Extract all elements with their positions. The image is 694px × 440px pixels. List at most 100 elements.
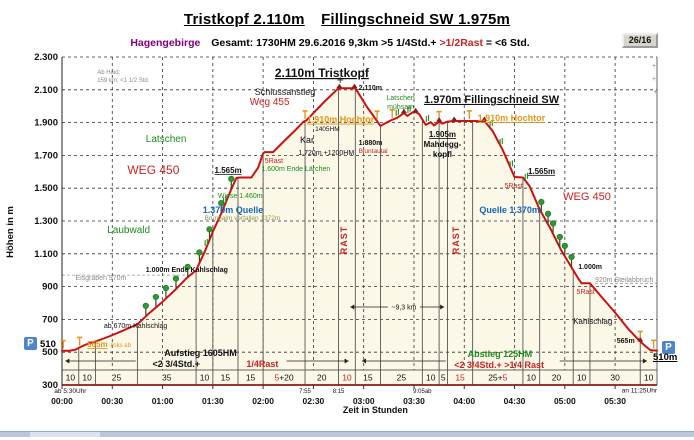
svg-text:02:00: 02:00 bbox=[252, 396, 274, 406]
chart-annotation: 1.880m bbox=[359, 140, 383, 147]
svg-text:1.900: 1.900 bbox=[34, 118, 58, 129]
chart-annotation: 1.000m Ende Kahlschlag bbox=[146, 267, 228, 274]
svg-text:9:05ab: 9:05ab bbox=[413, 389, 432, 395]
chart-annotation: + bbox=[652, 76, 656, 83]
svg-text:700: 700 bbox=[42, 314, 58, 325]
waypoint-flags bbox=[60, 109, 657, 349]
chart-annotation: links ab bbox=[111, 343, 132, 349]
chart-annotation: 1.565m bbox=[215, 166, 242, 175]
svg-text:20: 20 bbox=[552, 373, 562, 383]
svg-text:05:00: 05:00 bbox=[554, 396, 576, 406]
chart-annotation: Quelle 1.370m bbox=[479, 205, 540, 215]
span-arrows bbox=[65, 358, 647, 364]
chart-annotation: 1.000m bbox=[578, 264, 602, 271]
chart-annotation: 1.910m Hochtor bbox=[307, 115, 375, 125]
chart-annotation: Brunnalm verfallen 1372m bbox=[204, 215, 280, 222]
chart-annotation: 565m bbox=[617, 338, 635, 345]
chart-annotation: 1.565m bbox=[528, 167, 555, 176]
km-span: ~9,3 km bbox=[350, 304, 445, 312]
chart-annotation: 1/4Rast bbox=[246, 359, 278, 369]
latschen-ticks bbox=[204, 105, 529, 247]
svg-text:10: 10 bbox=[200, 373, 210, 383]
svg-text:5+20: 5+20 bbox=[274, 373, 293, 383]
chart-annotation: Kahlschlag bbox=[573, 317, 612, 326]
chart-annotation: <2 3/4Std.+ >1/4 Rast bbox=[454, 360, 544, 370]
svg-text:10: 10 bbox=[82, 373, 92, 383]
svg-text:02:30: 02:30 bbox=[303, 396, 325, 406]
segment-minutes: 10 10 25 35 10 15 15 5+20 20 10 15 25 10 5 15 25+5 10 20 1… bbox=[66, 373, 654, 383]
svg-text:500: 500 bbox=[42, 347, 58, 358]
chart-annotation: Bluntautal bbox=[359, 148, 388, 155]
svg-text:1.100: 1.100 bbox=[34, 249, 58, 260]
parking-icon-left: P bbox=[24, 337, 37, 350]
parking-elevation-right: 510m bbox=[653, 352, 678, 363]
title-part-1: Tristkopf 2.110m bbox=[183, 11, 305, 28]
peak-markers bbox=[336, 83, 644, 342]
svg-text:10: 10 bbox=[342, 373, 352, 383]
svg-text:~9,3 km: ~9,3 km bbox=[391, 305, 416, 312]
chart-annotation: WEG 450 bbox=[127, 163, 179, 177]
chart-annotation: 5Rast bbox=[577, 289, 595, 296]
svg-text:10: 10 bbox=[66, 373, 76, 383]
summary-text: Gesamt: 1730HM 29.6.2016 9,3km >5 1/4Std… bbox=[211, 37, 440, 49]
parking-icon-right: P bbox=[662, 341, 675, 354]
chart-annotation: 2.110m bbox=[359, 85, 382, 92]
svg-text:01:00: 01:00 bbox=[152, 396, 174, 406]
summary-rast: >1/2Rast bbox=[439, 37, 483, 49]
svg-text:RAST: RAST bbox=[451, 226, 461, 255]
parking-elevation-left: 510 bbox=[40, 339, 56, 350]
svg-text:15: 15 bbox=[455, 373, 465, 383]
profile-line bbox=[61, 87, 658, 352]
tour-summary: Hagengebirge Gesamt: 1730HM 29.6.2016 9,… bbox=[0, 37, 660, 49]
chart-annotation: Schlussanstieg bbox=[255, 87, 316, 97]
svg-text:8:15: 8:15 bbox=[333, 389, 345, 395]
chart-annotation: Abstieg 125HM bbox=[468, 349, 533, 359]
chart-annotation: + bbox=[652, 63, 656, 70]
plot-border bbox=[61, 57, 658, 389]
chart-annotation: 1.720m +1200HM bbox=[298, 150, 354, 157]
chart-annotation: ab 670m Kahlschlag bbox=[104, 323, 168, 330]
svg-text:25+5: 25+5 bbox=[488, 373, 507, 383]
chart-annotation: <2 3/4Std.+ bbox=[153, 359, 201, 369]
chart-annotation: 2.110m Tristkopf bbox=[275, 66, 370, 80]
chart-annotation: 5Rast bbox=[265, 158, 283, 165]
segment-dividers bbox=[78, 88, 641, 385]
chart-annotation: + bbox=[654, 89, 658, 96]
summit-cross-icon bbox=[337, 76, 344, 83]
chart-annotation: Latschen bbox=[146, 134, 187, 145]
svg-text:10: 10 bbox=[527, 373, 537, 383]
svg-text:1.500: 1.500 bbox=[34, 183, 58, 194]
chart-annotation: 1.370m Quelle bbox=[203, 205, 264, 215]
chart-annotation: WEG 450 bbox=[563, 191, 611, 203]
svg-text:30: 30 bbox=[610, 373, 620, 383]
svg-text:an 11:25Uhr: an 11:25Uhr bbox=[622, 388, 658, 395]
svg-text:03:00: 03:00 bbox=[353, 396, 375, 406]
chart-annotation: Latschen mühsam bbox=[386, 95, 415, 111]
chart-annotation: Ab Haid: 159 km; <1 1/2 Std. bbox=[97, 70, 150, 84]
svg-text:10: 10 bbox=[577, 373, 587, 383]
window-bottom-bar bbox=[0, 431, 694, 437]
reference-lines bbox=[62, 274, 657, 284]
svg-text:25: 25 bbox=[112, 373, 122, 383]
svg-text:Höhen in m: Höhen in m bbox=[5, 206, 16, 258]
tour-number-badge[interactable]: 26/16 bbox=[622, 33, 658, 48]
svg-text:5: 5 bbox=[441, 373, 446, 383]
chart-annotation: Aufstieg 1605HM bbox=[164, 348, 237, 358]
svg-text:04:00: 04:00 bbox=[453, 396, 475, 406]
chart-annotation: Kar bbox=[300, 135, 314, 145]
tree-icons bbox=[142, 175, 575, 316]
svg-text:15: 15 bbox=[221, 373, 231, 383]
chart-annotation: 1.600m Ende Lärchen bbox=[261, 166, 330, 173]
chart-annotation: 565m bbox=[87, 340, 107, 349]
svg-text:00:30: 00:30 bbox=[101, 396, 123, 406]
chart-annotation: Laubwald bbox=[107, 225, 150, 236]
summary-total: = <6 Std. bbox=[485, 37, 530, 49]
chart-annotation: 920m Steilabbruch bbox=[595, 277, 653, 284]
title-part-2: Fillingschneid SW 1.975m bbox=[321, 11, 511, 28]
page-title: Tristkopf 2.110m Fillingschneid SW 1.975… bbox=[0, 11, 694, 28]
window-bottom-bar-segment bbox=[30, 432, 100, 437]
chart-annotation: 1.910m Hochtor bbox=[478, 113, 546, 123]
region-label: Hagengebirge bbox=[130, 37, 201, 49]
